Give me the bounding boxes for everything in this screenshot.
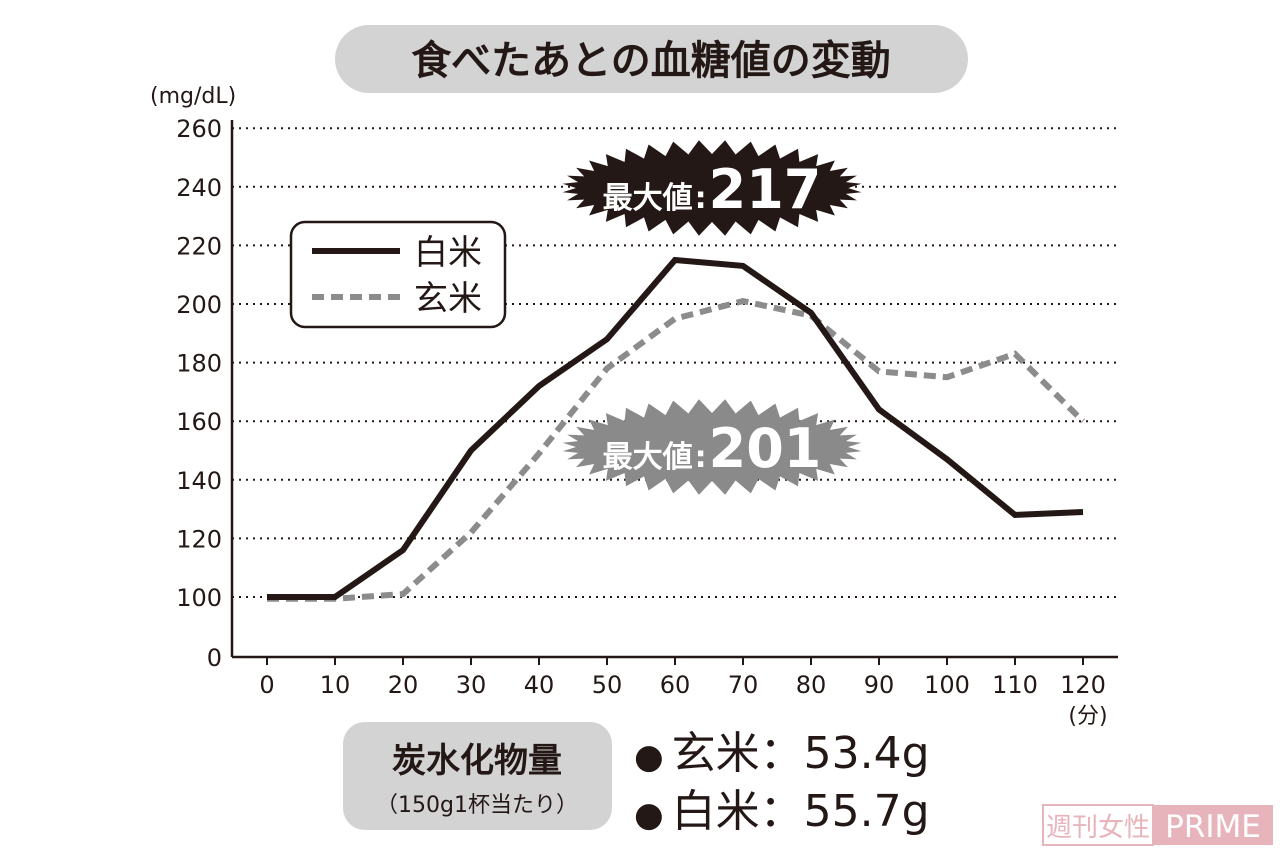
y-tick-label: 140 — [176, 467, 222, 495]
max-value: 217 — [709, 158, 822, 221]
x-tick-label: 0 — [259, 671, 274, 699]
x-tick-label: 60 — [660, 671, 691, 699]
max-value-badge: 最大値:201 — [563, 399, 862, 495]
y-axis-unit: (mg/dL) — [150, 84, 236, 109]
y-tick-label: 180 — [176, 350, 222, 378]
x-tick-label: 120 — [1060, 671, 1106, 699]
watermark-right: PRIME — [1165, 809, 1261, 845]
carb-line: ●玄米：53.4g — [634, 728, 930, 779]
bullet: ● — [634, 737, 664, 777]
y-tick-label: 200 — [176, 291, 222, 319]
carb-item: 玄米：53.4g — [672, 728, 930, 779]
x-tick-label: 30 — [456, 671, 487, 699]
y-tick-label: 160 — [176, 408, 222, 436]
carb-line: ●白米：55.7g — [634, 786, 930, 837]
y-tick-label: 0 — [207, 644, 222, 672]
x-tick-label: 50 — [592, 671, 623, 699]
y-tick-label: 120 — [176, 525, 222, 553]
max-value: 201 — [709, 417, 822, 480]
y-tick-label: 100 — [176, 584, 222, 612]
carb-subtitle: （150g1杯当たり） — [376, 793, 578, 818]
max-label: 最大値 — [603, 440, 693, 475]
x-tick-label: 70 — [728, 671, 759, 699]
x-tick-label: 80 — [796, 671, 827, 699]
legend-label-white-rice: 白米 — [414, 233, 482, 273]
max-value-badge: 最大値:217 — [563, 140, 862, 236]
x-tick-label: 110 — [992, 671, 1038, 699]
x-tick-label: 90 — [864, 671, 895, 699]
x-tick-label: 10 — [320, 671, 351, 699]
max-label: 最大値 — [603, 181, 693, 216]
bullet: ● — [634, 795, 664, 835]
max-sep: : — [695, 181, 707, 216]
watermark-logo: 週刊女性 PRIME — [1043, 805, 1273, 845]
y-tick-label: 260 — [176, 115, 222, 143]
x-tick-label: 100 — [924, 671, 970, 699]
carb-title: 炭水化物量 — [392, 741, 562, 781]
y-tick-label: 240 — [176, 174, 222, 202]
carb-info: 炭水化物量（150g1杯当たり）●玄米：53.4g●白米：55.7g — [343, 722, 930, 837]
legend-label-brown-rice: 玄米 — [414, 279, 482, 319]
x-tick-label: 20 — [388, 671, 419, 699]
watermark-left: 週刊女性 — [1046, 813, 1150, 843]
carb-item: 白米：55.7g — [672, 786, 930, 837]
x-axis-unit: (分) — [1068, 704, 1107, 729]
x-tick-label: 40 — [524, 671, 555, 699]
chart-title: 食べたあとの血糖値の変動 — [411, 38, 891, 84]
max-sep: : — [695, 440, 707, 475]
y-tick-label: 220 — [176, 232, 222, 260]
